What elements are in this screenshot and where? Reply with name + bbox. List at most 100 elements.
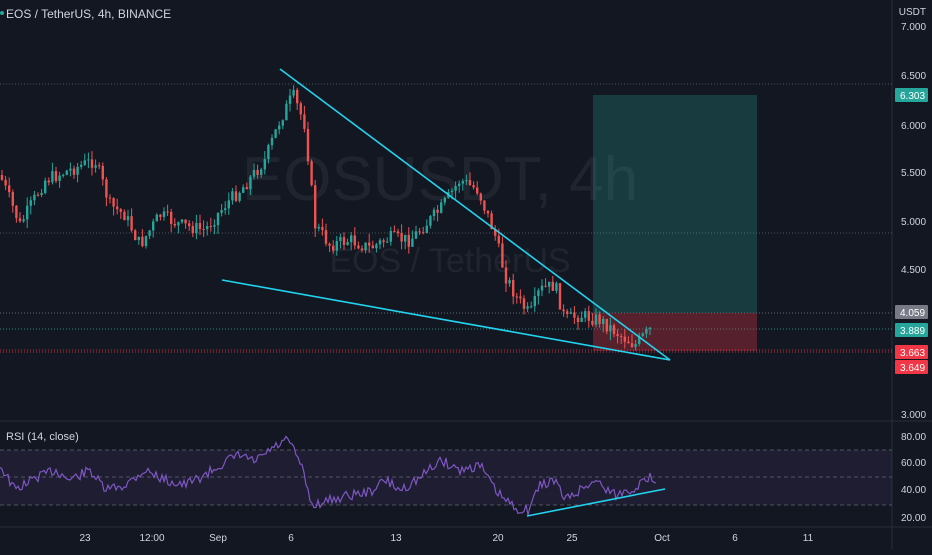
candle-body	[522, 298, 526, 309]
candle-body	[15, 205, 18, 219]
candle-body	[40, 192, 43, 196]
candle-body	[465, 180, 468, 182]
candle-body	[357, 245, 360, 249]
price-axis-tick: 4.500	[901, 265, 926, 276]
candle-body	[76, 166, 79, 175]
candle-body	[602, 318, 605, 325]
candle-body	[533, 296, 536, 307]
time-axis-tick: 6	[288, 533, 294, 544]
price-axis-tick: 5.000	[901, 217, 926, 228]
candle-body	[62, 174, 65, 176]
candle-body	[371, 245, 374, 249]
candle-body	[407, 234, 410, 247]
candle-body	[548, 281, 551, 287]
candle-body	[375, 244, 378, 249]
candle-body	[216, 212, 220, 226]
candle-body	[108, 197, 112, 199]
price-badge-label: 6.303	[900, 91, 925, 102]
candle-body	[249, 176, 252, 190]
candle-body	[238, 192, 241, 201]
candle-body	[58, 175, 61, 181]
candle-body	[209, 226, 212, 228]
candle-body	[620, 336, 623, 338]
price-badge-background	[895, 305, 928, 319]
candle-body	[332, 245, 335, 251]
candle-body	[443, 197, 446, 203]
candle-body	[119, 209, 122, 212]
price-axis-tick: 3.000	[901, 410, 926, 421]
candle-body	[458, 183, 461, 187]
candle-body	[126, 216, 130, 221]
candle-body	[155, 214, 158, 222]
candle-body	[598, 314, 601, 325]
candle-body	[454, 186, 457, 191]
candle-body	[364, 242, 367, 251]
candle-body	[558, 283, 562, 310]
candle-body	[152, 221, 155, 231]
candle-body	[476, 187, 479, 194]
price-badge-background	[895, 88, 928, 102]
candle-body	[69, 168, 72, 171]
rsi-axis-tick: 80.00	[901, 432, 926, 443]
rsi-line	[0, 435, 657, 516]
candle-body	[537, 290, 540, 297]
upper-trendline	[279, 68, 671, 361]
price-badge-label: 4.059	[900, 308, 925, 319]
candle-body	[400, 233, 403, 242]
candle-body	[486, 210, 490, 214]
candle-body	[112, 198, 115, 207]
time-axis-tick: 12:00	[139, 533, 164, 544]
price-badge-label: 3.649	[900, 363, 925, 374]
candle-body	[422, 232, 425, 234]
time-axis-tick: 11	[803, 533, 814, 544]
candle-body	[105, 179, 108, 198]
currency-label[interactable]: USDT	[898, 7, 926, 18]
candle-body	[328, 243, 331, 246]
candle-body	[227, 200, 230, 209]
candle-body	[281, 120, 284, 126]
market-status-indicator	[0, 11, 4, 15]
candle-body	[645, 328, 648, 334]
candle-body	[188, 223, 191, 226]
candle-body	[65, 170, 68, 175]
candle-body	[335, 240, 338, 251]
candle-body	[141, 236, 144, 247]
candle-body	[198, 222, 202, 229]
candle-body	[116, 206, 119, 210]
candle-body	[490, 213, 493, 230]
candle-body	[202, 228, 205, 230]
time-axis-tick: 23	[79, 533, 91, 544]
symbol-title[interactable]: EOS / TetherUS, 4h, BINANCE	[6, 7, 172, 21]
lower-trendline	[221, 279, 671, 361]
candle-body	[576, 317, 580, 322]
rsi-title[interactable]: RSI (14, close)	[6, 431, 79, 443]
price-badge: 3.649	[895, 360, 928, 374]
candle-body	[123, 211, 126, 221]
candle-body	[584, 311, 587, 318]
candle-body	[497, 235, 500, 244]
candle-body	[324, 230, 328, 244]
candle-body	[256, 170, 259, 175]
candle-body	[18, 218, 22, 222]
candle-body	[317, 226, 320, 229]
time-axis-tick: 20	[492, 533, 504, 544]
candle-body	[267, 145, 270, 160]
rsi-axis-tick: 20.00	[901, 513, 926, 524]
candle-body	[296, 89, 299, 104]
rsi-divergence-trendline	[526, 488, 666, 517]
candle-body	[184, 219, 187, 224]
candle-body	[627, 341, 630, 344]
candle-body	[224, 208, 227, 211]
price-badge-label: 3.663	[900, 348, 925, 359]
price-badge-background	[895, 345, 928, 359]
candle-body	[260, 169, 263, 175]
candle-body	[634, 343, 637, 348]
candle-body	[591, 320, 594, 325]
price-badge: 3.889	[895, 323, 928, 337]
price-badge: 6.303	[895, 88, 928, 102]
candle-body	[566, 311, 569, 314]
candle-body	[540, 285, 544, 291]
candle-body	[630, 343, 634, 348]
